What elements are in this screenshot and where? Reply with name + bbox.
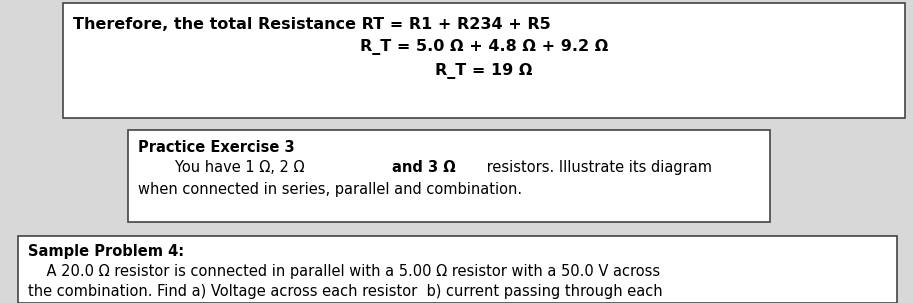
- Text: A 20.0 Ω resistor is connected in parallel with a 5.00 Ω resistor with a 50.0 V : A 20.0 Ω resistor is connected in parall…: [28, 264, 660, 279]
- Text: You have 1 Ω, 2 Ω and 3 Ω: You have 1 Ω, 2 Ω and 3 Ω: [138, 160, 394, 175]
- Text: R_T = 19 Ω: R_T = 19 Ω: [436, 63, 533, 79]
- Text: Therefore, the total Resistance RT = R1 + R234 + R5: Therefore, the total Resistance RT = R1 …: [73, 17, 551, 32]
- Bar: [128, 130, 770, 222]
- Text: Practice Exercise 3: Practice Exercise 3: [138, 140, 295, 155]
- Text: and 3 Ω: and 3 Ω: [393, 160, 456, 175]
- Text: when connected in series, parallel and combination.: when connected in series, parallel and c…: [138, 182, 522, 197]
- Text: the combination. Find a) Voltage across each resistor  b) current passing throug: the combination. Find a) Voltage across …: [28, 284, 663, 299]
- Bar: [63, 3, 905, 118]
- Text: You have 1 Ω, 2 Ω: You have 1 Ω, 2 Ω: [138, 160, 310, 175]
- Text: R_T = 5.0 Ω + 4.8 Ω + 9.2 Ω: R_T = 5.0 Ω + 4.8 Ω + 9.2 Ω: [360, 39, 608, 55]
- Text: Sample Problem 4:: Sample Problem 4:: [28, 244, 184, 259]
- Text: resistors. Illustrate its diagram: resistors. Illustrate its diagram: [482, 160, 712, 175]
- Bar: [18, 236, 897, 303]
